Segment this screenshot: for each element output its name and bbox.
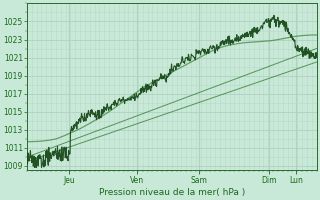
X-axis label: Pression niveau de la mer( hPa ): Pression niveau de la mer( hPa ) <box>99 188 245 197</box>
